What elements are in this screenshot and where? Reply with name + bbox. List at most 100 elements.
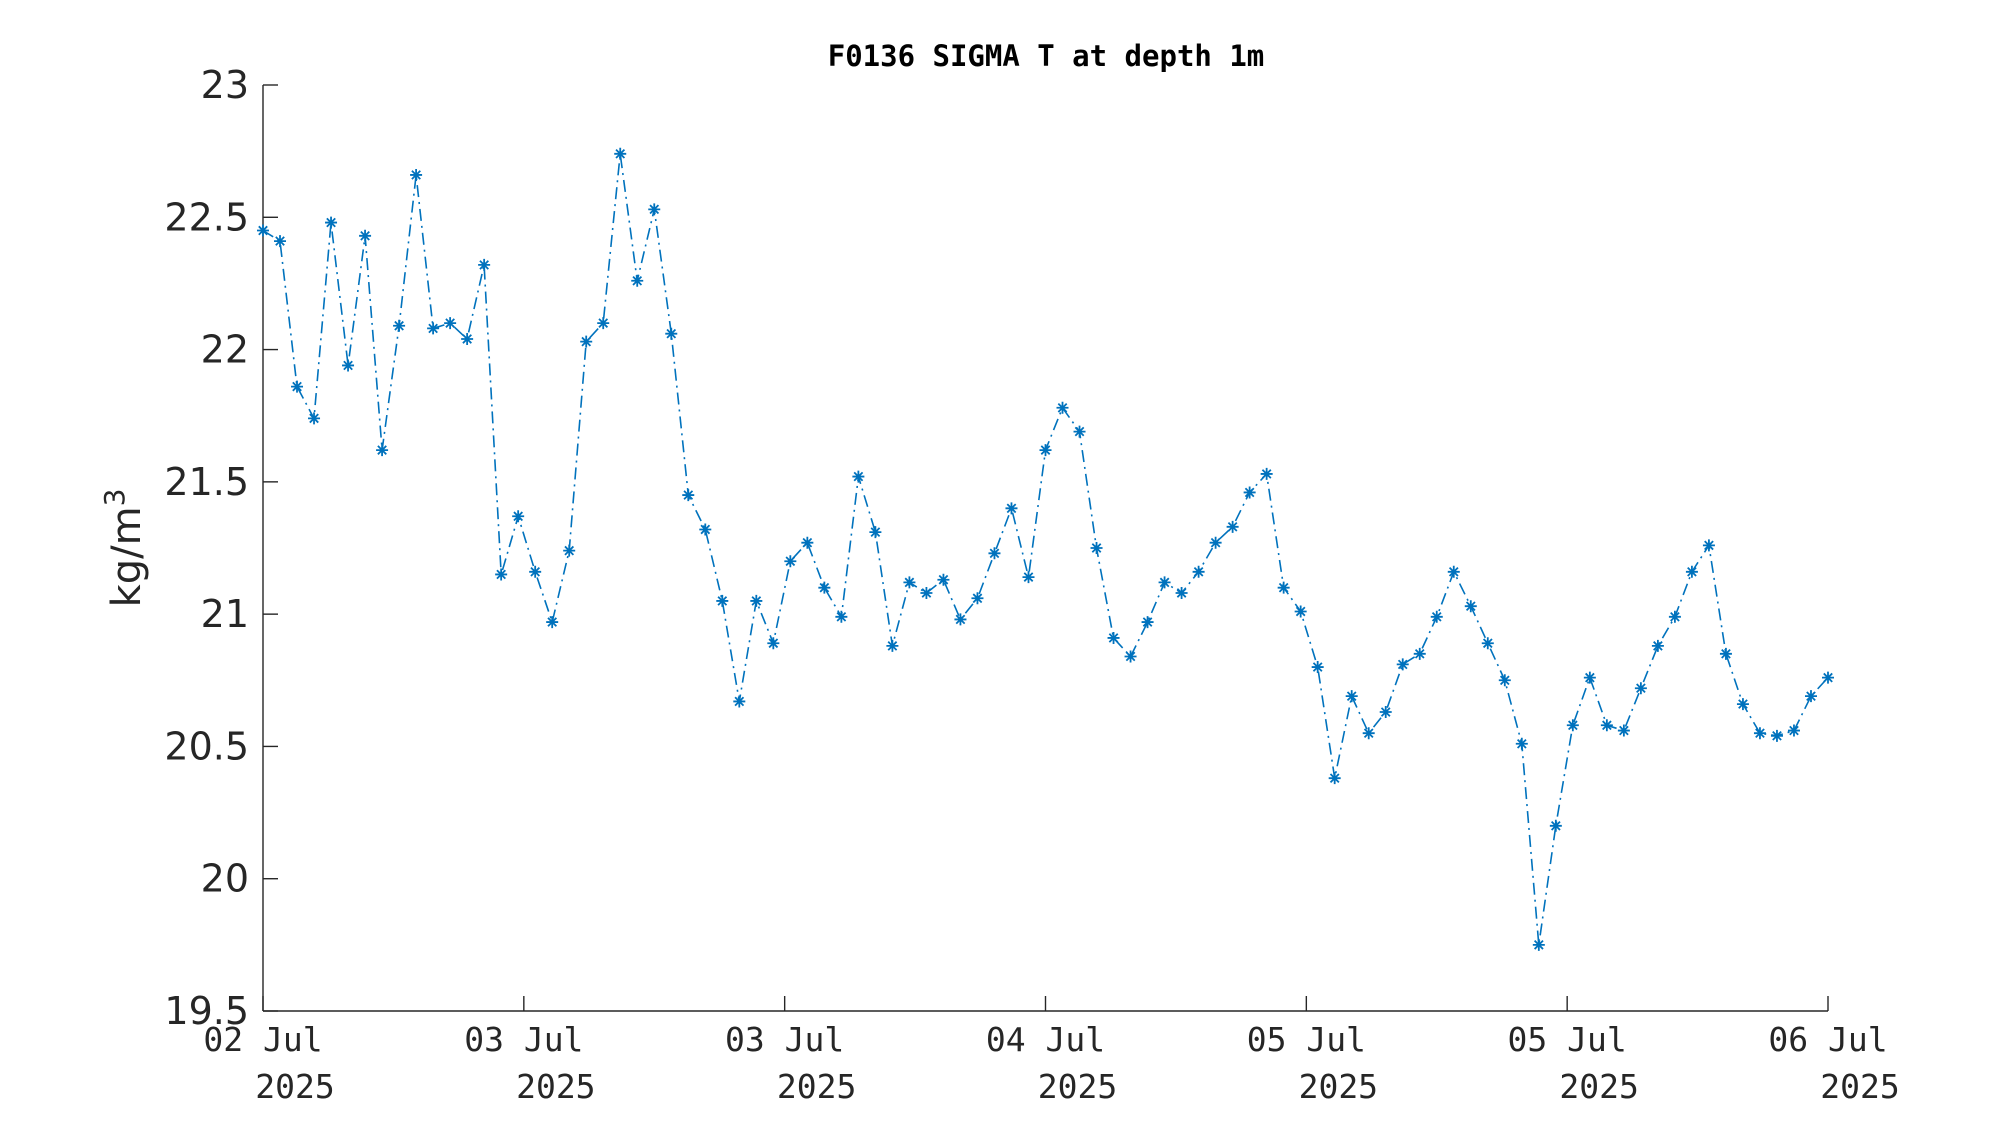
- data-point-marker: [835, 610, 848, 623]
- data-point-marker: [1056, 401, 1069, 414]
- data-point-marker: [631, 274, 644, 287]
- x-tick-label-year: 2025: [1038, 1067, 1117, 1106]
- data-point-marker: [1124, 650, 1137, 663]
- data-point-marker: [886, 639, 899, 652]
- data-point-marker: [1362, 727, 1375, 740]
- x-tick-label-date: 04 Jul: [986, 1020, 1105, 1059]
- data-point-marker: [733, 695, 746, 708]
- data-point-marker: [1345, 690, 1358, 703]
- data-point-marker: [410, 168, 423, 181]
- x-tick-label-date: 05 Jul: [1247, 1020, 1366, 1059]
- data-point-marker: [614, 147, 627, 160]
- x-tick-label-date: 03 Jul: [725, 1020, 844, 1059]
- data-point-marker: [1328, 772, 1341, 785]
- x-tick-label-date: 05 Jul: [1508, 1020, 1627, 1059]
- data-point-marker: [444, 317, 457, 330]
- data-point-marker: [1294, 605, 1307, 618]
- data-point-marker: [257, 224, 269, 237]
- data-point-marker: [427, 322, 440, 335]
- data-point-marker: [1651, 639, 1664, 652]
- data-point-marker: [1787, 724, 1800, 737]
- data-point-marker: [1532, 938, 1545, 951]
- data-point-marker: [1413, 647, 1426, 660]
- x-axis-ticks: 02 Jul 2025 03 Jul 2025 03 Jul 2025 04 Jul 2025…: [203, 996, 1900, 1106]
- data-point-marker: [1685, 565, 1698, 578]
- x-tick-label-date: 02 Jul: [203, 1020, 322, 1059]
- y-tick-label: 20.5: [164, 724, 249, 768]
- data-point-marker: [1073, 425, 1086, 438]
- data-point-marker: [954, 613, 967, 626]
- chart-title: F0136 SIGMA T at depth 1m: [828, 39, 1265, 73]
- y-tick-label: 21: [201, 592, 249, 636]
- data-point-marker: [1668, 610, 1681, 623]
- data-point-marker: [1396, 658, 1409, 671]
- data-point-marker: [1702, 539, 1715, 552]
- data-point-marker: [852, 470, 865, 483]
- x-tick-label-year: 2025: [516, 1067, 595, 1106]
- data-point-marker: [699, 523, 712, 536]
- data-point-marker: [1566, 719, 1579, 732]
- series-line: [262, 153, 1829, 946]
- data-point-marker: [767, 637, 780, 650]
- data-point-marker: [1464, 600, 1477, 613]
- data-point-marker: [1260, 467, 1273, 480]
- x-tick-label-year: 2025: [1559, 1067, 1638, 1106]
- data-point-marker: [291, 380, 304, 393]
- data-point-marker: [682, 489, 695, 502]
- data-point-marker: [546, 616, 559, 629]
- data-point-marker: [1822, 671, 1834, 684]
- data-point-marker: [1498, 674, 1511, 687]
- data-point-marker: [1600, 719, 1613, 732]
- data-point-marker: [1192, 565, 1205, 578]
- data-point-marker: [580, 335, 593, 348]
- data-point-marker: [1753, 727, 1766, 740]
- y-tick-label: 20: [201, 857, 249, 901]
- data-point-marker: [1583, 671, 1596, 684]
- data-point-marker: [1107, 631, 1120, 644]
- data-point-marker: [801, 536, 814, 549]
- y-tick-label: 21.5: [164, 460, 249, 504]
- data-point-marker: [495, 568, 508, 581]
- y-tick-label: 23: [201, 63, 249, 107]
- data-point-marker: [1022, 571, 1035, 584]
- data-point-marker: [1515, 737, 1528, 750]
- data-point-marker: [1311, 661, 1324, 674]
- data-point-marker: [325, 216, 338, 229]
- data-point-marker: [716, 594, 729, 607]
- x-tick-label-date: 06 Jul: [1768, 1020, 1887, 1059]
- data-point-marker: [818, 581, 831, 594]
- data-point-marker: [1158, 576, 1171, 589]
- data-point-marker: [342, 359, 355, 372]
- data-point-marker: [903, 576, 916, 589]
- data-point-marker: [1719, 647, 1732, 660]
- data-point-marker: [665, 327, 678, 340]
- data-point-marker: [750, 594, 763, 607]
- data-point-marker: [393, 319, 406, 332]
- data-point-marker: [1226, 520, 1239, 533]
- x-tick-label-year: 2025: [255, 1067, 334, 1106]
- data-point-marker: [512, 510, 525, 523]
- data-point-marker: [1736, 698, 1749, 711]
- data-point-marker: [1379, 706, 1392, 719]
- axes: [262, 85, 1828, 1012]
- data-point-marker: [1634, 682, 1647, 695]
- data-point-marker: [597, 317, 610, 330]
- data-point-marker: [1175, 586, 1188, 599]
- data-point-marker: [988, 547, 1001, 560]
- data-point-marker: [563, 544, 576, 557]
- data-point-marker: [376, 444, 389, 457]
- data-point-marker: [1243, 486, 1256, 499]
- data-point-marker: [1481, 637, 1494, 650]
- data-point-marker: [1804, 690, 1817, 703]
- data-point-marker: [478, 258, 491, 271]
- data-point-marker: [937, 573, 950, 586]
- x-tick-label-date: 03 Jul: [464, 1020, 583, 1059]
- x-tick-label-year: 2025: [1299, 1067, 1378, 1106]
- y-tick-label: 22.5: [164, 195, 249, 239]
- data-point-marker: [869, 526, 882, 539]
- y-tick-label: 19.5: [164, 989, 249, 1033]
- data-point-marker: [1090, 542, 1103, 554]
- data-point-marker: [784, 555, 797, 568]
- data-point-marker: [1039, 444, 1052, 457]
